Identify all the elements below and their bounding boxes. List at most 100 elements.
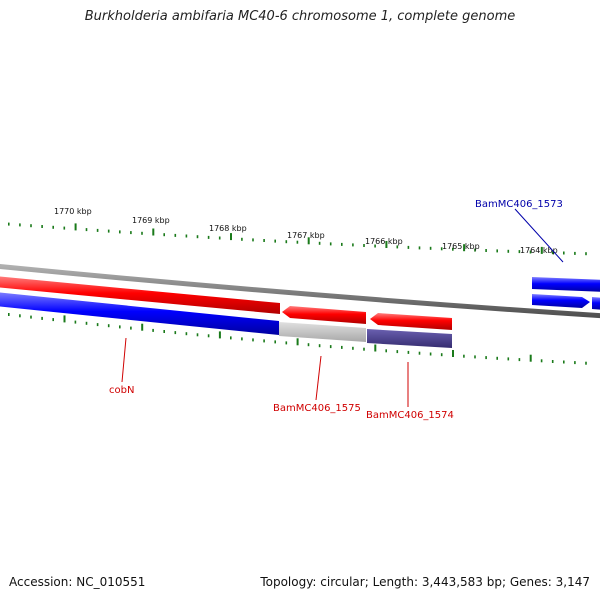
scale-label-1768: 1768 kbp [209,224,247,233]
gene-BamMC406_1573-track[interactable] [532,277,600,292]
minor-tick [96,323,99,327]
minor-tick [385,349,387,353]
minor-tick [96,228,99,232]
minor-tick [8,222,10,226]
genes-value: 3,147 [555,575,590,589]
gene-forward-arrow-2[interactable] [592,297,600,310]
minor-tick [41,225,43,228]
major-tick [529,354,532,362]
major-tick [141,323,144,331]
major-tick [452,350,454,357]
minor-tick [19,223,21,227]
minor-tick [429,352,432,356]
minor-tick [496,249,498,253]
minor-tick [463,354,465,358]
accession-value: NC_010551 [76,575,146,589]
minor-tick [74,320,77,324]
minor-tick [518,358,521,362]
gene-BamMC406_1575-track[interactable] [282,306,366,324]
minor-tick [474,248,476,252]
minor-tick [207,235,210,239]
minor-tick [574,251,576,255]
minor-tick [563,251,565,255]
scale-labels: 1770 kbp 1769 kbp 1768 kbp 1767 kbp 1766… [54,207,558,255]
minor-tick [130,231,132,235]
minor-tick [418,351,421,355]
minor-tick [329,345,332,349]
minor-tick [285,341,288,345]
minor-tick [440,353,443,357]
major-tick [307,237,310,245]
major-tick [385,241,388,248]
minor-tick [507,357,510,361]
minor-tick [263,239,265,242]
topology-label: Topology: [260,575,317,589]
minor-tick [352,346,354,350]
upper-scale-ticks [8,222,587,256]
gene-BamMC406_1574-track[interactable] [370,313,452,330]
minor-tick [107,324,110,328]
minor-tick [19,314,21,318]
minor-tick [296,240,299,244]
minor-tick [452,247,454,251]
scale-label-1766: 1766 kbp [365,237,403,246]
minor-tick [196,235,199,239]
major-tick [296,338,299,346]
lower-scale-ticks [8,313,587,365]
minor-tick [551,360,554,363]
genes-label: Genes: [509,575,552,589]
minor-tick [63,226,66,230]
minor-tick [119,230,121,234]
minor-tick [174,233,177,237]
minor-tick [418,246,421,250]
accession-info: Accession: NC_010551 [9,575,145,589]
minor-tick [230,336,232,340]
minor-tick [207,334,210,338]
accession-label: Accession: [9,575,73,589]
minor-tick [518,250,521,254]
minor-tick [507,249,510,253]
minor-tick [174,331,177,335]
cds-BamMC406_1575-track[interactable] [279,322,366,342]
gene-label-BamMC406_1573[interactable]: BamMC406_1573 [475,199,563,210]
gene-labels: cobN BamMC406_1575 BamMC406_1574 BamMC40… [109,199,564,421]
cds-cobN-track[interactable] [0,292,279,335]
minor-tick [274,239,276,243]
minor-tick [396,350,399,354]
BamMC406_1575-leader-line [315,355,322,401]
cds-BamMC406_1574-track[interactable] [367,329,452,348]
scale-label-1770: 1770 kbp [54,207,92,216]
minor-tick [585,361,587,365]
minor-tick [196,333,199,337]
minor-tick [574,361,576,365]
minor-tick [119,325,121,329]
scale-label-1769: 1769 kbp [132,216,170,225]
gene-cobN-track[interactable] [0,276,280,314]
minor-tick [285,240,288,244]
minor-tick [85,321,88,325]
minor-tick [241,337,243,341]
minor-tick [318,241,321,245]
minor-tick [218,236,221,240]
scale-label-1767: 1767 kbp [287,231,325,240]
BamMC406_1573-leader-line [514,208,564,263]
minor-tick [252,238,254,242]
minor-tick [252,338,254,342]
minor-tick [85,228,88,232]
length-value: 3,443,583 bp [421,575,502,589]
minor-tick [152,328,154,332]
gene-forward-arrow-1[interactable] [532,294,590,308]
minor-tick [407,350,410,354]
gene-label-BamMC406_1575[interactable]: BamMC406_1575 [273,403,361,414]
minor-tick [130,326,132,330]
length-label: Length: [372,575,419,589]
genome-stats: Topology: circular; Length: 3,443,583 bp… [260,575,590,589]
minor-tick [485,249,487,252]
minor-tick [274,340,276,344]
minor-tick [307,343,310,347]
gene-label-BamMC406_1574[interactable]: BamMC406_1574 [366,410,454,421]
minor-tick [30,315,32,319]
gene-label-cobN[interactable]: cobN [109,385,134,396]
minor-tick [52,318,54,322]
minor-tick [496,356,498,360]
